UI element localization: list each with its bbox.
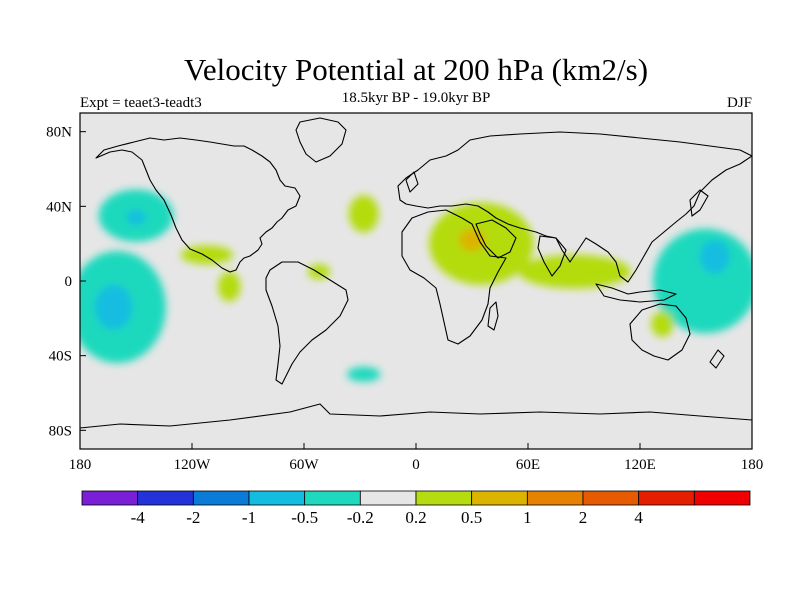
lat-tick-label: 0 [65, 274, 73, 290]
lon-tick-label: 120E [624, 457, 656, 473]
indonesia-coast [595, 283, 677, 303]
colorbar-swatch [693, 490, 751, 506]
colorbar-label: -4 [131, 508, 146, 527]
lat-tick-label: 80S [49, 423, 72, 439]
colorbar-swatch [81, 490, 139, 506]
anomaly-region-13 [307, 264, 331, 280]
new-zealand-coast [709, 349, 725, 369]
map-area: 80N 40N 0 40S 80S 180 120W 60W 0 60E 120E 180 [46, 112, 764, 473]
colorbar-swatch [359, 490, 417, 506]
colorbar-swatch [192, 490, 250, 506]
anomaly-region-10 [348, 195, 379, 233]
lon-tick-label: 60E [516, 457, 540, 473]
anomaly-region-7 [699, 239, 730, 274]
colorbar-label: 0.2 [405, 508, 426, 527]
colorbar-label: 1 [523, 508, 532, 527]
british-isles-coast [405, 171, 419, 193]
colorbar-swatch [137, 490, 194, 506]
colorbar-swatch [526, 490, 584, 506]
colorbar-swatch [582, 490, 640, 506]
colorbar-label: 4 [634, 508, 643, 527]
lon-tick-label: 120W [174, 457, 212, 473]
season-label: DJF [727, 95, 752, 111]
anomaly-region-6 [126, 210, 146, 226]
colorbar-label: 2 [579, 508, 588, 527]
antarctica-coast [80, 403, 752, 429]
africa-coast [401, 209, 507, 345]
anomaly-region-15 [458, 228, 486, 252]
lon-tick-label: 180 [741, 457, 764, 473]
chart-title: Velocity Potential at 200 hPa (km2/s) [184, 52, 648, 87]
lon-tick-label: 0 [412, 457, 420, 473]
map-background [80, 113, 752, 449]
lat-tick-label: 40S [49, 349, 72, 365]
australia-coast [629, 303, 691, 361]
colorbar-label: -2 [186, 508, 200, 527]
greenland-coast [295, 117, 347, 163]
colorbar: -4 -2 -1 -0.5 -0.2 0.2 0.5 1 2 4 [81, 490, 751, 527]
colorbar-swatch [471, 490, 528, 506]
india-coast [537, 235, 567, 277]
lat-tick-label: 80N [46, 125, 72, 141]
experiment-label: Expt = teaet3-teadt3 [80, 95, 202, 111]
colorbar-label: 0.5 [461, 508, 482, 527]
colorbar-label: -0.2 [347, 508, 374, 527]
chart-subtitle: 18.5kyr BP - 19.0kyr BP [342, 90, 491, 106]
japan-coast [689, 189, 709, 217]
anomaly-region-9 [518, 254, 631, 289]
south-america-coast [265, 261, 349, 385]
colorbar-label: -0.5 [291, 508, 318, 527]
coastlines [80, 117, 752, 429]
anomaly-region-4 [346, 366, 381, 382]
anomaly-region-11 [180, 245, 234, 265]
anomaly-region-12 [218, 271, 241, 302]
north-america-coast [95, 137, 301, 273]
lon-tick-label: 180 [69, 457, 92, 473]
colorbar-swatch [638, 490, 695, 506]
colorbar-swatch [415, 490, 473, 506]
colorbar-label: -1 [242, 508, 256, 527]
colorbar-swatch [304, 490, 361, 506]
madagascar-coast [487, 301, 499, 331]
anomaly-region-5 [94, 284, 133, 330]
arabia-coast [475, 219, 517, 259]
lat-tick-label: 40N [46, 199, 72, 215]
colorbar-swatch [248, 490, 306, 506]
eurasia-coast [397, 131, 752, 283]
lon-tick-label: 60W [289, 457, 319, 473]
anomaly-region-14 [651, 310, 674, 337]
